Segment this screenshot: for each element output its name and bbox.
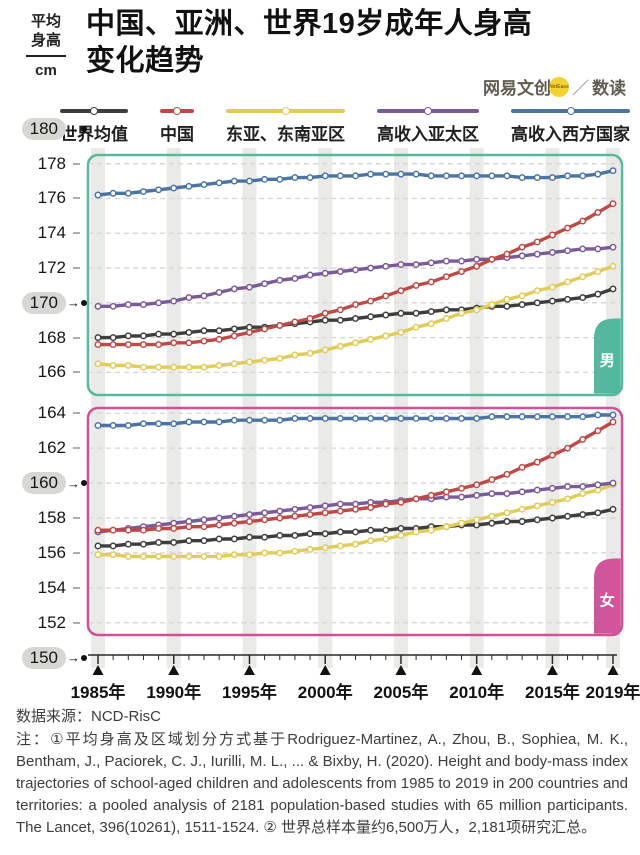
y-axis-value: 178 [37,153,66,173]
y-axis-value: 176 [37,188,66,208]
x-axis [88,654,619,675]
panel-male [86,153,624,397]
y-tick-label: 178 [0,153,88,175]
series-female-hiw [94,411,617,429]
triangle-marker-icon [168,665,180,675]
y-axis-pill: 170 [21,291,66,314]
legend-item-world: 世界均值 [60,107,128,145]
y-tick-label: 152 [0,612,88,634]
series-female-china [94,418,617,534]
y-axis-value: 172 [37,258,66,278]
y-tick-label: 168 [0,327,88,349]
source-note: 数据来源：NCD-RisC [16,708,161,725]
y-tick-label: 158 [0,507,88,529]
legend-item-hiap: 高收入亚太区 [377,107,479,145]
y-tick-label: 174 [0,222,88,244]
unit-line-3: cm [35,62,57,79]
x-tick-label: 2015年 [524,683,580,702]
y-tick-label: 150 → [0,646,88,669]
triangle-marker-icon [243,665,255,675]
badge-label-male: 男 [600,353,615,370]
triangle-marker-icon [319,665,331,675]
triangle-marker-icon [607,665,619,675]
x-tick-label: 1995年 [222,683,277,702]
y-tick-label: 154 [0,577,88,599]
y-tick-label: 180 → [0,117,88,140]
y-tick-label: 170 → [0,291,88,314]
triangle-marker-icon [92,665,104,675]
series-male-hiw [94,167,617,199]
panel-female [86,406,624,637]
legend-label: 高收入西方国家 [511,125,630,144]
y-axis-value: 168 [37,327,66,347]
netease-badge-icon: NetEase [549,76,569,97]
legend-label: 高收入亚太区 [377,125,479,144]
y-tick-label: 176 [0,187,88,209]
x-tick-label: 1985年 [70,683,126,702]
y-axis-value: 154 [37,577,66,597]
y-axis-value: 156 [37,542,66,562]
page-title: 中国、亚洲、世界19岁成年人身高 变化趋势 [86,6,626,80]
triangle-marker-icon [546,665,558,675]
y-tick-label: 156 [0,542,88,564]
legend-item-esea: 东亚、东南亚区 [226,107,345,145]
triangle-marker-icon [471,665,483,675]
legend-swatch [60,107,128,115]
y-tick-label: 160 → [0,472,88,495]
y-axis-pill: 160 [21,472,66,495]
x-tick-label: 1990年 [146,683,202,702]
unit-divider [26,55,66,57]
logo-brand: 网易文创 [483,79,551,98]
badge-male: 男 [594,318,621,394]
x-tick-label: 2010年 [449,683,505,702]
series-male-world [94,285,617,342]
legend: 世界均值 中国 东亚、东南亚区 高收入亚太区 高收入西方国家 [60,107,630,145]
y-axis-unit-label: 平均 身高 cm [14,12,78,80]
badge-female: 女 [594,558,621,634]
y-tick-label: 166 [0,361,88,383]
legend-swatch [377,107,479,115]
badge-label-female: 女 [600,592,615,610]
y-axis-value: 162 [37,438,66,458]
gridlines-female [90,412,620,624]
y-axis-value: 174 [37,223,66,243]
legend-label: 世界均值 [60,125,128,144]
y-tick-label: 162 [0,437,88,459]
legend-swatch [160,107,194,115]
netease-logo: 网易文创 NetEase ／ 数读 [483,74,626,99]
legend-item-china: 中国 [160,107,194,145]
y-axis-pill: 150 [21,646,66,669]
y-axis-value: 166 [37,362,66,382]
y-axis-pill: 180 [21,117,66,140]
page-title-line-2: 变化趋势 [86,45,205,77]
footnote: 注：①平均身高及区域划分方式基于Rodriguez-Martinez, A., … [16,731,628,836]
y-tick-label: 172 [0,257,88,279]
series-female-world [94,505,617,550]
x-tick-label: 2000年 [297,683,353,702]
y-axis-value: 164 [37,403,66,423]
y-axis-value: 152 [37,612,66,632]
x-tick-label: 2005年 [373,683,429,702]
legend-swatch [511,107,630,115]
logo-product: 数读 [592,79,626,98]
x-tick-label: 2019年 [585,683,640,702]
y-tick-label: 164 [0,402,88,424]
logo-separator: ／ [572,79,589,98]
unit-line-2: 身高 [30,32,61,49]
legend-swatch [226,107,345,115]
legend-label: 中国 [160,125,194,144]
triangle-marker-icon [395,665,407,675]
series-male-china [94,200,617,349]
series-male-esea [94,262,617,371]
unit-line-1: 平均 [30,13,61,30]
y-axis-value: 158 [37,508,66,527]
legend-label: 东亚、东南亚区 [226,125,345,144]
page-title-line-1: 中国、亚洲、世界19岁成年人身高 [86,8,533,40]
series-female-esea [94,481,617,560]
legend-item-hiw: 高收入西方国家 [511,107,630,145]
